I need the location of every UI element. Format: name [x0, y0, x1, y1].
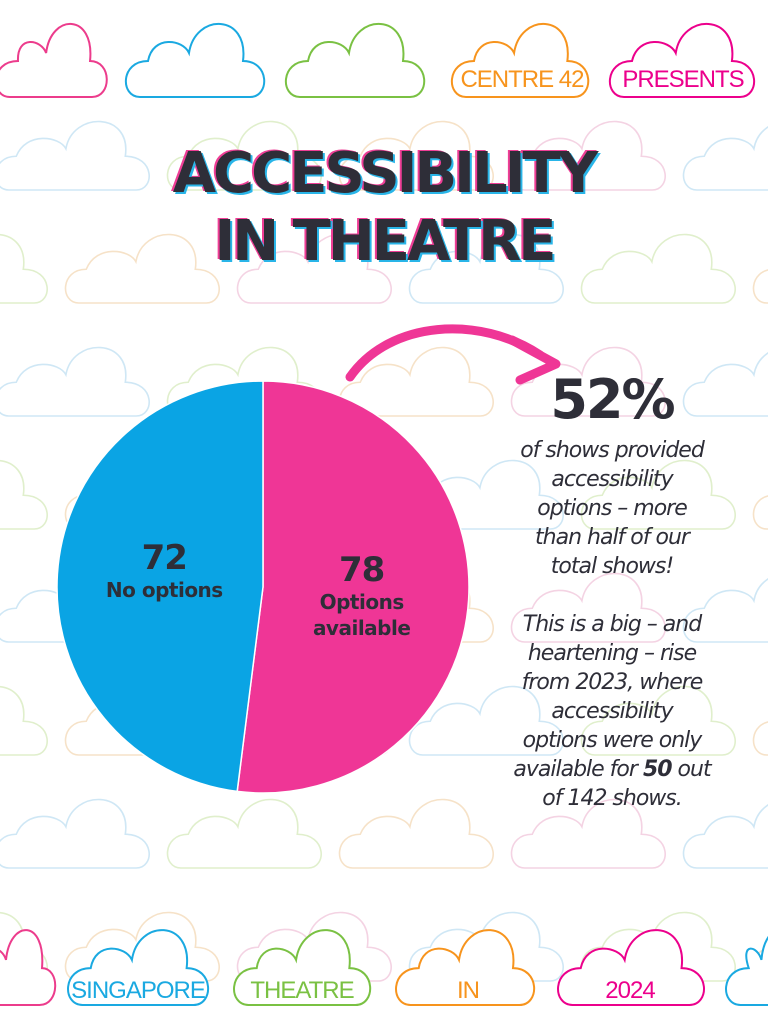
cloud-outline [408, 685, 564, 756]
cloud-outline [0, 798, 150, 869]
cloud-outline [338, 120, 494, 191]
cloud-outline [0, 234, 48, 304]
pie-slice-no-options [56, 380, 264, 793]
cloud-outline [682, 578, 768, 643]
footer-cloud [0, 929, 57, 1006]
stat-percent: 52% [550, 368, 675, 431]
stat-line: options were only [522, 728, 703, 753]
arrow-head [507, 335, 561, 385]
stat-comparison: This is a big – and heartening – rise fr… [488, 610, 736, 813]
slice-value-label: 72 [142, 538, 187, 578]
cloud-outline [752, 495, 768, 530]
header-cloud [451, 23, 590, 98]
header-cloud [609, 22, 755, 98]
slice-value-label: 78 [339, 550, 384, 590]
cloud-outline [0, 120, 150, 191]
footer-tag-singapore: SINGAPORE [71, 977, 206, 1004]
stat-description: of shows provided accessibility options … [488, 436, 736, 581]
title-line-1: ACCESSIBILITY [172, 141, 599, 206]
cloud-outline [166, 798, 322, 869]
cloud-outline [580, 911, 736, 982]
cloud-outline [0, 460, 48, 530]
stat-line: heartening – rise [527, 641, 697, 666]
footer-cloud [67, 929, 210, 1006]
cloud-outline [64, 233, 220, 304]
footer-tag-theatre: THEATRE [250, 977, 354, 1004]
stat-line: available for 50 out [488, 755, 736, 784]
cloud-outline [682, 804, 768, 869]
stat-line: total shows! [550, 554, 674, 579]
footer-tag-in: IN [457, 977, 480, 1004]
cloud-outline [338, 346, 494, 417]
footer-cloud [395, 929, 536, 1006]
footer-cloud [233, 929, 372, 1006]
cloud-outline [166, 120, 322, 191]
cloud-outline [64, 911, 220, 982]
footer-cloud [557, 929, 705, 1006]
cloud-outline [752, 721, 768, 756]
stat-line: accessibility [551, 699, 673, 724]
cloud-outline [408, 233, 564, 304]
header-tag-presents: PRESENTS [622, 66, 744, 93]
stat-text-post: out [671, 757, 712, 782]
stat-highlight-number: 50 [642, 757, 673, 782]
stat-line: This is a big – and [522, 612, 702, 637]
slice-name-label: Options [320, 590, 404, 614]
cloud-outline [752, 269, 768, 304]
stat-line: of 142 shows. [542, 786, 683, 811]
cloud-outline [510, 120, 666, 191]
footer-cloud [725, 936, 768, 1006]
cloud-outline [510, 346, 666, 417]
title-line-2: IN THEATRE [214, 209, 556, 274]
cloud-outline [510, 798, 666, 869]
cloud-outline [236, 233, 392, 304]
stat-line: accessibility [551, 467, 673, 492]
header-tag-centre42: CENTRE 42 [460, 66, 584, 93]
cloud-outline [580, 685, 736, 756]
cloud-outline [682, 352, 768, 417]
cloud-outline [510, 572, 666, 643]
cloud-outline [580, 459, 736, 530]
stat-line: of shows provided [520, 438, 705, 463]
page-title: ACCESSIBILITY IN THEATRE [0, 140, 768, 276]
cloud-outline [752, 947, 768, 982]
cloud-outline [236, 911, 392, 982]
stat-line: options – more [537, 496, 688, 521]
stat-text-pre: available for [513, 757, 643, 782]
slice-name-label: available [313, 616, 410, 640]
cloud-outline [580, 233, 736, 304]
pie-slice-options-available [236, 380, 470, 794]
header-cloud [125, 23, 266, 98]
cloud-outline [0, 686, 48, 756]
stat-line: than half of our [535, 525, 690, 550]
cloud-outline [338, 798, 494, 869]
footer-tag-year: 2024 [605, 977, 655, 1004]
slice-name-label: No options [106, 578, 223, 602]
header-cloud [0, 23, 108, 98]
cloud-outline [0, 346, 150, 417]
cloud-outline [408, 911, 564, 982]
header-cloud [285, 23, 426, 98]
stat-panel: 52% of shows provided accessibility opti… [488, 368, 736, 813]
cloud-outline [0, 912, 48, 982]
stat-line: from 2023, where [521, 670, 704, 695]
cloud-outline [682, 126, 768, 191]
